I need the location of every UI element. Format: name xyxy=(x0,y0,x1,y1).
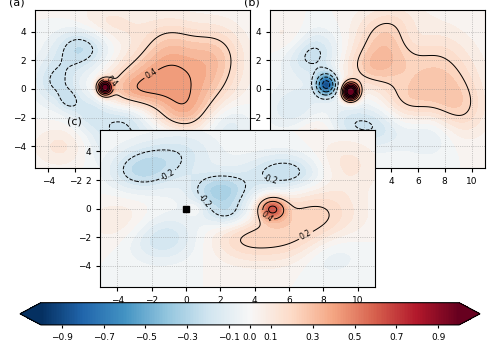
Text: -0.2: -0.2 xyxy=(262,173,278,186)
PathPatch shape xyxy=(20,303,41,325)
Text: -0.2: -0.2 xyxy=(159,168,176,183)
Text: 0.4: 0.4 xyxy=(259,210,274,224)
Text: 0.4: 0.4 xyxy=(144,67,158,81)
Text: -0.2: -0.2 xyxy=(196,193,212,210)
Text: 0.2: 0.2 xyxy=(298,228,314,242)
Text: 0.4: 0.4 xyxy=(104,75,118,89)
Text: (b): (b) xyxy=(244,0,260,7)
Text: (c): (c) xyxy=(67,117,82,127)
PathPatch shape xyxy=(459,303,480,325)
Text: (a): (a) xyxy=(9,0,25,7)
